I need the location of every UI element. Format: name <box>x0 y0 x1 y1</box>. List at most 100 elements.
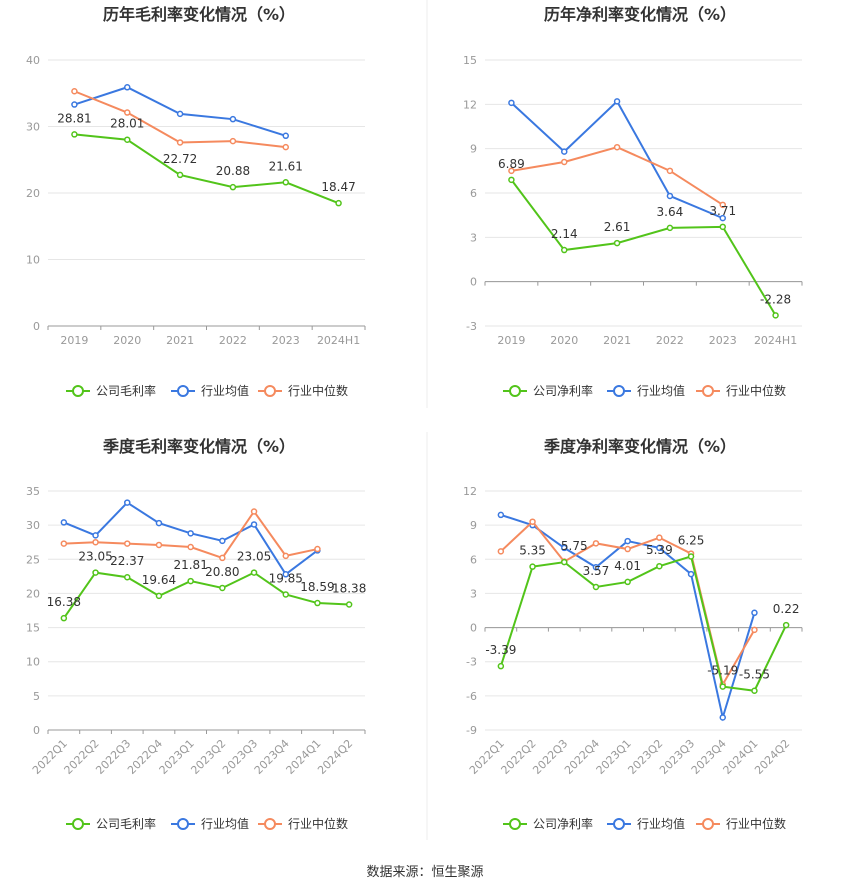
data-point-median <box>656 534 663 541</box>
data-point-median <box>71 88 78 95</box>
data-label: 18.38 <box>332 581 366 595</box>
data-label: 20.80 <box>205 565 239 579</box>
legend-label-company[interactable]: 公司净利率 <box>533 816 593 831</box>
legend-marker-company[interactable] <box>72 385 84 397</box>
data-point-median <box>229 137 237 145</box>
data-label: 19.85 <box>269 571 303 585</box>
legend-marker-avg[interactable] <box>177 818 189 830</box>
legend-label-median[interactable]: 行业中位数 <box>288 816 348 831</box>
chart-title: 历年毛利率变化情况（%） <box>103 5 295 24</box>
data-point-company <box>772 312 779 319</box>
y-tick-label: 0 <box>470 622 477 635</box>
legend-marker-company[interactable] <box>509 385 521 397</box>
legend-marker-avg[interactable] <box>613 818 625 830</box>
y-tick-label: 12 <box>463 98 477 111</box>
x-tick-label: 2023 <box>272 334 300 347</box>
data-point-company <box>561 246 568 254</box>
data-point-company <box>335 199 342 207</box>
legend-label-avg[interactable]: 行业均值 <box>201 383 249 398</box>
y-tick-label: 0 <box>33 724 40 737</box>
legend-marker-company[interactable] <box>509 818 521 830</box>
y-tick-label: -6 <box>466 690 477 703</box>
data-point-avg <box>613 98 621 105</box>
legend-label-avg[interactable]: 行业均值 <box>201 816 249 831</box>
data-point-avg <box>92 532 99 539</box>
data-point-median <box>155 541 163 549</box>
legend-marker-median[interactable] <box>702 385 714 397</box>
y-tick-label: 5 <box>33 690 40 703</box>
data-label: -5.19 <box>707 664 738 678</box>
data-label: 16.38 <box>47 595 81 609</box>
legend-marker-company[interactable] <box>72 818 84 830</box>
data-point-avg <box>124 499 131 506</box>
legend-label-company[interactable]: 公司毛利率 <box>96 816 156 831</box>
data-label: 6.89 <box>498 157 525 171</box>
y-tick-label: 9 <box>470 519 477 532</box>
data-label: 28.01 <box>110 117 144 131</box>
y-tick-label: 15 <box>26 622 40 635</box>
data-point-median <box>592 540 600 547</box>
chart-title: 季度净利率变化情况（%） <box>543 437 736 456</box>
legend-marker-avg[interactable] <box>613 385 625 397</box>
legend-label-avg[interactable]: 行业均值 <box>637 816 685 831</box>
data-label: 18.47 <box>321 180 355 194</box>
data-label: -3.39 <box>485 643 516 657</box>
legend-label-median[interactable]: 行业中位数 <box>726 383 786 398</box>
data-point-company <box>751 687 758 694</box>
data-point-avg <box>60 519 68 526</box>
legend-marker-median[interactable] <box>264 818 276 830</box>
legend-label-avg[interactable]: 行业均值 <box>637 383 685 398</box>
legend-label-company[interactable]: 公司净利率 <box>533 383 593 398</box>
x-tick-label: 2021 <box>166 334 194 347</box>
series-line-company <box>499 555 788 692</box>
y-tick-label: 30 <box>26 519 40 532</box>
data-label: 18.59 <box>300 580 334 594</box>
data-label: 3.57 <box>583 564 610 578</box>
x-tick-label: 2020 <box>113 334 141 347</box>
legend-label-median[interactable]: 行业中位数 <box>726 816 786 831</box>
data-point-company <box>719 683 726 690</box>
y-tick-label: -3 <box>466 656 477 669</box>
y-tick-label: 0 <box>33 320 40 333</box>
data-point-median <box>187 543 194 551</box>
source-text: 数据来源：恒生聚源 <box>366 865 483 880</box>
data-point-company <box>508 176 515 184</box>
y-tick-label: 3 <box>470 587 477 600</box>
data-point-avg <box>176 110 184 118</box>
data-label: 5.35 <box>519 544 546 558</box>
y-tick-label: 9 <box>470 143 477 156</box>
legend-marker-median[interactable] <box>702 818 714 830</box>
data-point-avg <box>561 544 568 552</box>
legend-marker-median[interactable] <box>264 385 276 397</box>
data-point-avg <box>508 99 515 107</box>
data-point-company <box>656 562 663 570</box>
data-label: 23.05 <box>78 550 112 564</box>
y-tick-label: 20 <box>26 187 40 200</box>
legend-marker-avg[interactable] <box>177 385 189 397</box>
data-point-company <box>719 223 726 231</box>
data-point-median <box>497 548 505 555</box>
data-label: 2.61 <box>604 220 631 234</box>
data-label: 21.81 <box>173 558 207 572</box>
data-point-median <box>219 554 226 562</box>
series-line-median <box>511 146 724 206</box>
data-point-median <box>529 518 536 525</box>
data-point-avg <box>124 84 131 91</box>
data-point-avg <box>187 530 194 537</box>
y-tick-label: 30 <box>26 121 40 134</box>
data-point-avg <box>155 519 163 527</box>
x-tick-label: 2022 <box>656 334 684 347</box>
data-label: 6.25 <box>678 533 705 547</box>
data-point-median <box>508 167 515 175</box>
data-point-company <box>282 591 289 598</box>
data-label: 21.61 <box>269 159 303 173</box>
x-tick-label: 2021 <box>603 334 631 347</box>
legend-label-median[interactable]: 行业中位数 <box>288 383 348 398</box>
data-point-avg <box>719 714 726 721</box>
data-label: 5.75 <box>561 539 588 553</box>
data-point-median <box>92 538 99 546</box>
chart-title: 历年净利率变化情况（%） <box>544 5 736 24</box>
series-line-median <box>74 90 286 149</box>
data-point-company <box>250 569 258 576</box>
legend-label-company[interactable]: 公司毛利率 <box>96 383 156 398</box>
